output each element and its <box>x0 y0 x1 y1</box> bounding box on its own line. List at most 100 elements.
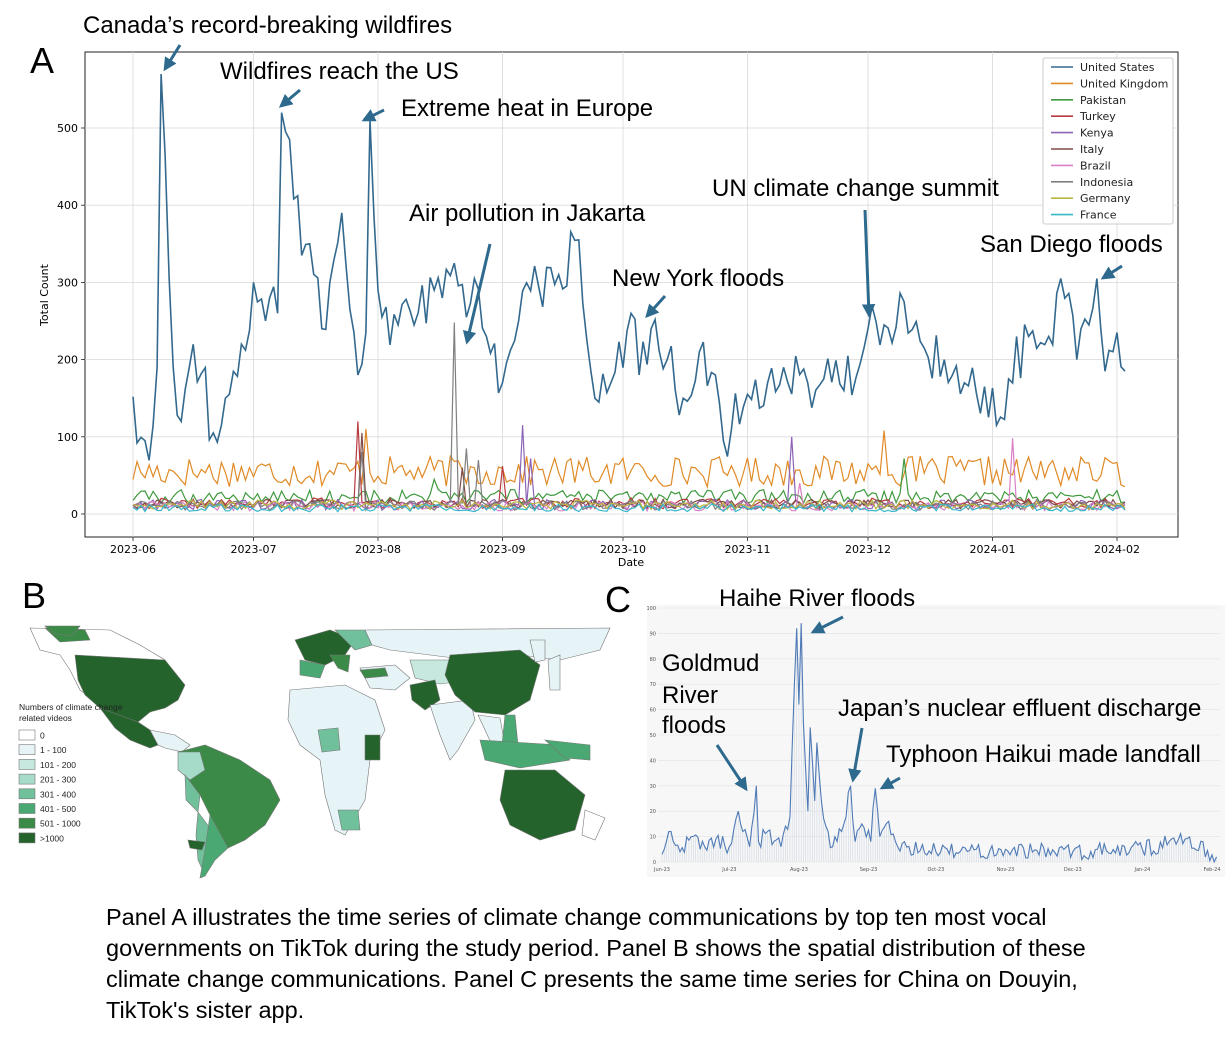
annotation-wildfires-us-arrow <box>278 88 301 108</box>
legend-label-united-states: United States <box>1080 61 1155 74</box>
panel-c-xtick-label-Feb-24: Feb-24 <box>1203 867 1220 873</box>
panel-a-xtick-label-2023-10: 2023-10 <box>600 543 646 556</box>
panel-a-xtick-label-2024-02: 2024-02 <box>1094 543 1140 556</box>
map-legend-swatch-2 <box>18 759 36 770</box>
series-line-indonesia <box>132 322 1126 513</box>
annotation-typhoon-arrow <box>879 776 901 790</box>
panel-c-ytick-label-0: 0 <box>653 860 656 866</box>
panel-a-xtick-label-2023-08: 2023-08 <box>355 543 401 556</box>
map-usa <box>74 654 186 723</box>
map-mexico <box>99 707 159 749</box>
map-legend-swatch-0 <box>18 729 36 741</box>
panel-a-legend-box <box>1042 57 1174 225</box>
annotation-san-diego-arrow <box>1100 264 1123 280</box>
legend-label-united-kingdom: United Kingdom <box>1080 77 1168 90</box>
annotation-heat-europe-arrow <box>361 108 385 122</box>
legend-label-brazil: Brazil <box>1080 159 1111 172</box>
panel-c: C 0 10 20 30 40 50 60 70 80 90 100 Jun-23 Jul-23 Aug-… <box>605 579 1225 877</box>
map-korea <box>529 639 546 663</box>
series-line-pakistan <box>132 458 1126 507</box>
annotation-jakarta-arrow <box>462 243 492 345</box>
panel-c-ytick-label-60: 60 <box>650 708 656 714</box>
map-legend-swatch-7 <box>18 832 36 844</box>
annotation-haihe-floods: Haihe River floods <box>719 585 915 612</box>
panel-c-xtick-label-Dec-23: Dec-23 <box>1064 867 1082 873</box>
panel-c-ytick-label-70: 70 <box>650 682 656 688</box>
legend-label-germany: Germany <box>1080 192 1131 205</box>
panel-c-ytick-label-20: 20 <box>650 809 656 815</box>
panel-a-xtick-label-2023-12: 2023-12 <box>845 543 891 556</box>
annotation-san-diego: San Diego floods <box>980 231 1163 258</box>
map-legend-label-5: 401 - 500 <box>40 804 76 814</box>
panel-c-letter: C <box>605 579 631 620</box>
annotation-canada-arrow <box>163 44 182 72</box>
map-south-africa <box>337 809 361 831</box>
panel-a-xtick-label-2023-06: 2023-06 <box>110 543 156 556</box>
map-africa <box>287 684 386 836</box>
panel-c-ytick-label-50: 50 <box>650 733 656 739</box>
series-line-brazil <box>132 438 1126 513</box>
legend-label-france: France <box>1080 209 1117 222</box>
map-nigeria <box>317 727 341 753</box>
map-south-tip <box>187 839 206 851</box>
annotation-canada-wildfires: Canada’s record-breaking wildfires <box>83 12 452 39</box>
annotation-goldmud-line-2: River <box>662 682 718 709</box>
figure-caption: Panel A illustrates the time series of c… <box>106 904 1086 1023</box>
series-line-china-douyin <box>661 623 1218 864</box>
annotation-ny-floods: New York floods <box>612 265 784 292</box>
map-legend-label-3: 201 - 300 <box>40 775 76 785</box>
world-map <box>29 625 611 879</box>
legend-label-turkey: Turkey <box>1079 110 1116 123</box>
annotation-goldmud-arrow <box>715 744 748 792</box>
map-legend-title-line-1: Numbers of climate change <box>19 702 123 712</box>
series-line-france <box>132 502 1126 513</box>
map-legend-label-1: 1 - 100 <box>40 745 67 755</box>
panel-a-xtick-label-2023-07: 2023-07 <box>231 543 277 556</box>
panel-b-letter: B <box>22 575 46 616</box>
annotation-japan-effluent: Japan’s nuclear effluent discharge <box>838 695 1201 722</box>
annotation-typhoon-haikui: Typhoon Haikui made landfall <box>886 741 1201 768</box>
panel-a-plot-area <box>84 51 1179 538</box>
annotation-ny-floods-arrow <box>645 294 667 319</box>
annotation-jakarta: Air pollution in Jakarta <box>409 200 646 227</box>
map-legend-label-0: 0 <box>40 731 45 741</box>
panel-a-ytick-label-300: 300 <box>57 276 78 289</box>
map-kenya <box>364 734 381 761</box>
panel-c-xtick-label-Oct-23: Oct-23 <box>927 867 944 873</box>
map-legend-label-4: 301 - 400 <box>40 789 76 799</box>
map-indonesia <box>479 739 571 769</box>
map-new-zealand <box>581 809 606 841</box>
map-new-guinea <box>544 739 591 761</box>
series-line-united-states <box>132 73 1126 461</box>
panel-c-xtick-label-Jan-24: Jan-24 <box>1133 867 1150 873</box>
panel-a-ylabel: Total Count <box>38 263 51 327</box>
annotation-un-summit: UN climate change summit <box>712 175 999 202</box>
panel-a-xtick-label-2023-09: 2023-09 <box>480 543 526 556</box>
panel-c-series <box>661 623 1218 864</box>
annotation-goldmud-line-1: Goldmud <box>662 650 759 677</box>
panel-a-ytick-label-0: 0 <box>71 508 78 521</box>
panel-a-legend: United States United Kingdom Pakistan Turke… <box>1051 61 1168 222</box>
map-australia <box>499 769 586 841</box>
panel-a-letter: A <box>30 40 54 81</box>
panel-c-ytick-label-30: 30 <box>650 784 656 790</box>
annotation-japan-arrow <box>848 727 864 783</box>
annotation-un-summit-arrow <box>861 209 876 318</box>
panel-c-ytick-label-10: 10 <box>650 835 656 841</box>
panel-a-ytick-label-500: 500 <box>57 122 78 135</box>
panel-a-xtick-label-2024-01: 2024-01 <box>970 543 1016 556</box>
panel-c-xtick-label-Jul-23: Jul-23 <box>721 867 736 873</box>
map-iberia <box>299 659 326 679</box>
map-argentina <box>199 814 229 879</box>
map-legend-label-7: >1000 <box>40 833 64 843</box>
panel-c-ticks: 0 10 20 30 40 50 60 70 80 90 100 Jun-23 Jul-23 Aug-23… <box>646 606 1220 873</box>
panel-a-xlabel: Date <box>618 556 645 569</box>
map-legend-swatch-1 <box>18 744 36 756</box>
panel-c-xtick-label-Aug-23: Aug-23 <box>790 867 808 873</box>
map-greenland <box>44 625 81 637</box>
panel-c-bars <box>661 623 1217 862</box>
map-india <box>429 699 476 761</box>
panel-a-ticks: 2023-06 2023-07 2023-08 2023-09 2023-10 2023-… <box>57 122 1140 556</box>
panel-c-ytick-label-100: 100 <box>646 606 656 612</box>
legend-label-pakistan: Pakistan <box>1080 94 1126 107</box>
